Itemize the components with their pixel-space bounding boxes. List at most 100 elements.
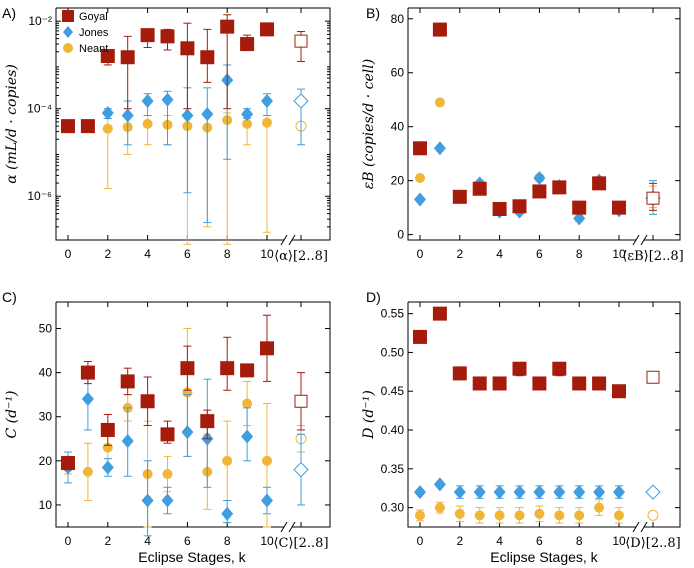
data-point: [180, 361, 195, 376]
data-point: [242, 398, 253, 409]
data-point: [492, 201, 507, 216]
data-point: [494, 510, 505, 521]
data-point: [612, 384, 626, 399]
panel-label: B): [366, 5, 380, 21]
avg-point: [293, 93, 309, 109]
avg-point: [647, 509, 659, 521]
x-tick-label: 0: [417, 534, 424, 548]
x-tick-label: 6: [536, 534, 543, 548]
data-point: [181, 108, 194, 123]
data-point: [121, 433, 134, 448]
y-tick-label: 30: [39, 410, 53, 424]
data-point: [260, 341, 274, 356]
data-point: [220, 19, 235, 34]
avg-point: [645, 484, 661, 500]
data-point: [240, 37, 255, 52]
legend-marker: [62, 10, 74, 22]
legend-label: Neant: [79, 43, 108, 55]
axis-frame: [55, 302, 284, 528]
y-axis-label: D (d⁻¹): [361, 390, 377, 440]
y-tick-label: 60: [391, 66, 405, 80]
data-point: [61, 119, 75, 134]
data-point: [141, 93, 154, 108]
data-point: [101, 105, 114, 120]
series-neant: [415, 499, 659, 524]
data-point: [592, 176, 607, 191]
data-point: [222, 455, 233, 466]
data-point: [472, 376, 487, 391]
data-point: [261, 93, 273, 108]
data-point: [553, 485, 566, 500]
data-point: [454, 508, 465, 519]
data-point: [433, 477, 446, 492]
axis-frame: [56, 7, 331, 241]
y-tick-label: 20: [39, 454, 53, 468]
data-point: [140, 28, 155, 43]
y-tick-label: 20: [391, 174, 405, 188]
data-point: [61, 456, 75, 471]
data-point: [612, 200, 626, 215]
series-goyal: [61, 14, 308, 134]
x-tick-label: 4: [144, 534, 151, 548]
data-point: [434, 502, 445, 513]
data-point: [493, 485, 506, 500]
y-tick-label: 10⁻²: [28, 14, 52, 28]
data-point: [614, 510, 624, 521]
data-point: [533, 485, 546, 500]
data-point: [574, 510, 585, 521]
data-point: [434, 97, 445, 108]
x-tick-label: 6: [536, 247, 543, 261]
data-point: [260, 22, 274, 37]
data-point: [534, 508, 545, 519]
x-tick-label: 10: [612, 534, 626, 548]
axis-frame: [408, 7, 681, 241]
y-tick-label: 10⁻⁶: [27, 189, 52, 203]
y-tick-label: 10⁻⁴: [27, 102, 52, 116]
avg-point: [294, 34, 308, 48]
data-point: [533, 170, 546, 185]
data-point: [572, 200, 587, 215]
series-goyal: [413, 306, 660, 399]
data-point: [573, 485, 586, 500]
y-tick-label: 40: [391, 120, 405, 134]
y-tick-label: 50: [39, 321, 53, 335]
data-point: [474, 510, 485, 521]
x-tick-label: 8: [576, 534, 583, 548]
x-tick-label: 0: [65, 534, 72, 548]
data-point: [415, 172, 425, 183]
x-tick-label: 2: [456, 534, 463, 548]
y-tick-label: 0.45: [381, 384, 405, 398]
y-tick-label: 0.55: [381, 307, 405, 321]
y-tick-label: 40: [39, 366, 53, 380]
axis-frame: [55, 8, 284, 241]
data-point: [81, 392, 94, 407]
data-point: [120, 50, 135, 65]
series-goyal: [61, 314, 308, 471]
y-tick-label: 0.35: [381, 462, 405, 476]
data-point: [241, 429, 254, 444]
data-point: [180, 41, 195, 56]
data-point: [242, 118, 253, 129]
data-point: [221, 506, 234, 521]
data-point: [432, 22, 447, 37]
data-point: [141, 493, 154, 508]
data-point: [452, 366, 467, 381]
data-point: [121, 108, 134, 123]
data-point: [592, 376, 607, 391]
data-point: [432, 306, 447, 321]
avg-point: [293, 461, 309, 478]
data-point: [413, 141, 427, 156]
data-point: [262, 455, 272, 466]
x-tick-label: 8: [224, 534, 231, 548]
data-point: [472, 181, 487, 196]
axis-break: [640, 234, 648, 246]
avg-point: [646, 370, 660, 384]
x-tick-label: 0: [417, 247, 424, 261]
data-point: [200, 50, 215, 65]
data-point: [82, 466, 93, 477]
axis-break: [280, 521, 288, 533]
x-tick-label: 10: [612, 247, 626, 261]
data-point: [413, 329, 427, 344]
x-tick-label: 8: [224, 247, 231, 261]
data-point: [161, 92, 174, 107]
